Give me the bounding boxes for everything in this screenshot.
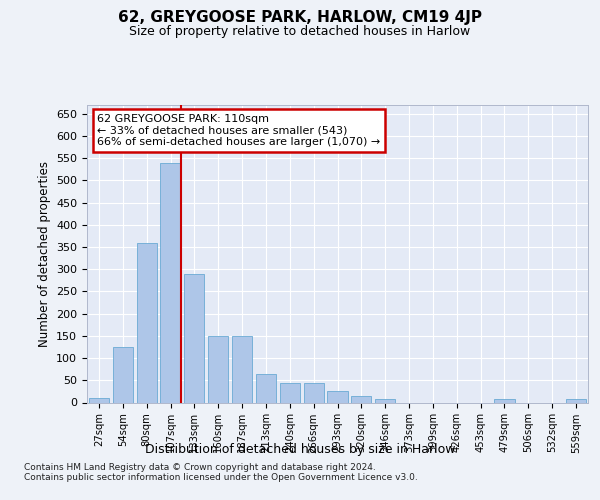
Bar (256, 374, 276, 402)
Y-axis label: Number of detached properties: Number of detached properties (38, 161, 50, 347)
Text: Size of property relative to detached houses in Harlow: Size of property relative to detached ho… (130, 25, 470, 38)
Text: Contains public sector information licensed under the Open Government Licence v3: Contains public sector information licen… (24, 472, 418, 482)
Bar (375, 399, 395, 402)
Text: Contains HM Land Registry data © Crown copyright and database right 2024.: Contains HM Land Registry data © Crown c… (24, 462, 376, 471)
Bar (137, 242, 157, 402)
Bar (328, 392, 347, 402)
Bar (232, 336, 252, 402)
Bar (89, 398, 109, 402)
Bar (566, 399, 586, 402)
Text: Distribution of detached houses by size in Harlow: Distribution of detached houses by size … (145, 442, 455, 456)
Bar (184, 274, 205, 402)
Bar (304, 382, 324, 402)
Text: 62, GREYGOOSE PARK, HARLOW, CM19 4JP: 62, GREYGOOSE PARK, HARLOW, CM19 4JP (118, 10, 482, 25)
Bar (351, 396, 371, 402)
Bar (280, 382, 300, 402)
Bar (208, 336, 229, 402)
Bar (160, 162, 181, 402)
Bar (113, 347, 133, 403)
Bar (494, 399, 515, 402)
Text: 62 GREYGOOSE PARK: 110sqm
← 33% of detached houses are smaller (543)
66% of semi: 62 GREYGOOSE PARK: 110sqm ← 33% of detac… (97, 114, 380, 147)
